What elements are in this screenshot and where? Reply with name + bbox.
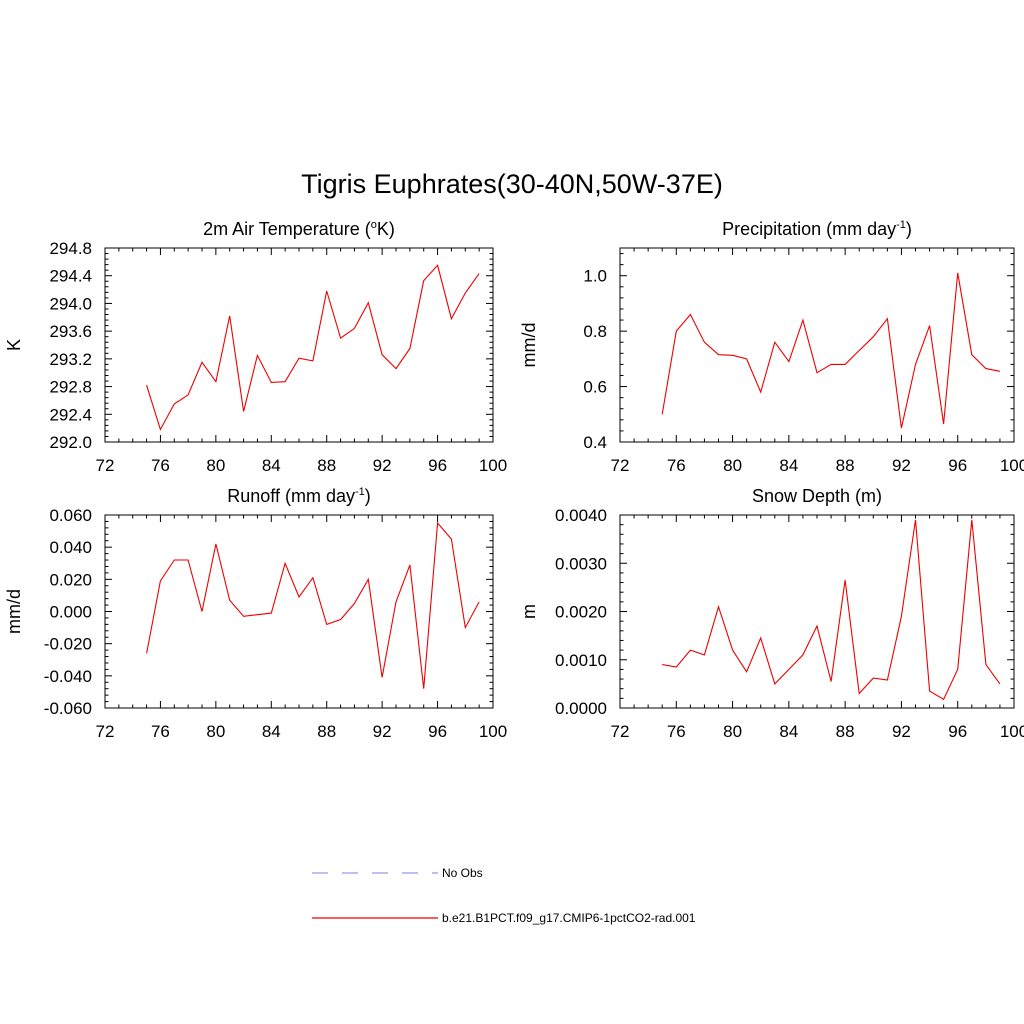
- precipitation-panel: Precipitation (mm day-1) mm/d 72 76 80 84 88 92…: [519, 219, 1024, 475]
- runoff-ytick-label: 0.020: [49, 570, 92, 589]
- temperature-xtick-label: 72: [96, 456, 115, 475]
- snow-depth-title-text: Snow Depth (m): [752, 486, 882, 506]
- runoff-title-text: Runoff (mm day: [227, 486, 355, 506]
- runoff-title-suffix: ): [365, 486, 371, 506]
- temperature-xtick-label: 88: [317, 456, 336, 475]
- runoff-panel: Runoff (mm day-1) mm/d 72 76 80 84 88 92 96 100 -0…: [4, 486, 507, 741]
- precipitation-xtick-label: 88: [836, 456, 855, 475]
- runoff-xtick-label: 84: [262, 722, 281, 741]
- snow-depth-xtick-label: 92: [892, 722, 911, 741]
- snow-depth-plot-frame: [619, 514, 1015, 709]
- runoff-title-sup: -1: [355, 486, 365, 498]
- precipitation-ytick-label: 0.8: [583, 322, 607, 341]
- snow-depth-ytick-label: 0.0030: [555, 554, 607, 573]
- snow-depth-title: Snow Depth (m): [752, 486, 882, 506]
- precipitation-ytick-label: 0.6: [583, 378, 607, 397]
- temperature-xtick-label: 100: [479, 456, 507, 475]
- legend-model-label: b.e21.B1PCT.f09_g17.CMIP6-1pctCO2-rad.00…: [442, 911, 696, 925]
- runoff-ytick-label: 0.000: [49, 603, 92, 622]
- snow-depth-series-line: [662, 519, 1001, 701]
- snow-depth-ytick-label: 0.0000: [555, 699, 607, 718]
- snow-depth-ytick-label: 0.0020: [555, 603, 607, 622]
- temperature-series-line: [146, 264, 480, 431]
- temperature-ylabel: K: [4, 339, 24, 351]
- precipitation-xtick-label: 96: [948, 456, 967, 475]
- runoff-series-line: [146, 521, 480, 689]
- precipitation-plot-frame: [619, 247, 1015, 443]
- runoff-ylabel: mm/d: [4, 589, 24, 634]
- runoff-ytick-label: -0.020: [44, 635, 92, 654]
- runoff-xtick-label: 96: [428, 722, 447, 741]
- snow-depth-ylabel: m: [519, 604, 539, 619]
- snow-depth-xtick-label: 96: [948, 722, 967, 741]
- precipitation-title-sup: -1: [896, 219, 906, 231]
- runoff-xtick-label: 76: [151, 722, 170, 741]
- precipitation-ytick-label: 1.0: [583, 267, 607, 286]
- temperature-title: 2m Air Temperature (oK): [203, 219, 395, 239]
- precipitation-title-suffix: ): [906, 219, 912, 239]
- precipitation-ytick-label: 0.4: [583, 433, 607, 452]
- temperature-xtick-label: 80: [206, 456, 225, 475]
- runoff-xtick-label: 72: [96, 722, 115, 741]
- precipitation-xtick-label: 100: [1000, 456, 1024, 475]
- temperature-ytick-label: 292.0: [49, 433, 92, 452]
- temperature-ytick-label: 294.0: [49, 294, 92, 313]
- snow-depth-xtick-label: 80: [723, 722, 742, 741]
- precipitation-xtick-label: 80: [723, 456, 742, 475]
- figure-title: Tigris Euphrates(30-40N,50W-37E): [301, 169, 723, 199]
- precipitation-xtick-label: 92: [892, 456, 911, 475]
- runoff-xtick-label: 80: [206, 722, 225, 741]
- runoff-ytick-label: -0.060: [44, 699, 92, 718]
- snow-depth-xtick-label: 100: [1000, 722, 1024, 741]
- legend: No Obs b.e21.B1PCT.f09_g17.CMIP6-1pctCO2…: [312, 866, 696, 925]
- temperature-ytick-label: 292.8: [49, 378, 92, 397]
- snow-depth-xtick-label: 72: [611, 722, 630, 741]
- temperature-ytick-label: 294.4: [49, 267, 92, 286]
- runoff-xtick-label: 88: [317, 722, 336, 741]
- runoff-ytick-label: -0.040: [44, 667, 92, 686]
- precipitation-title: Precipitation (mm day-1): [722, 219, 912, 239]
- snow-depth-xtick-label: 76: [667, 722, 686, 741]
- snow-depth-ytick-label: 0.0010: [555, 651, 607, 670]
- temperature-xtick-label: 84: [262, 456, 281, 475]
- temperature-ytick-label: 293.6: [49, 322, 92, 341]
- temperature-title-sup: o: [371, 219, 377, 231]
- temperature-title-text: 2m Air Temperature (: [203, 219, 371, 239]
- snow-depth-ytick-label: 0.0040: [555, 506, 607, 525]
- precipitation-ylabel: mm/d: [519, 323, 539, 368]
- precipitation-title-text: Precipitation (mm day: [722, 219, 896, 239]
- runoff-title: Runoff (mm day-1): [227, 486, 371, 506]
- precipitation-xtick-label: 72: [611, 456, 630, 475]
- snow-depth-xtick-label: 84: [779, 722, 798, 741]
- runoff-plot-frame: [104, 514, 494, 709]
- runoff-ytick-label: 0.060: [49, 506, 92, 525]
- temperature-xtick-label: 92: [373, 456, 392, 475]
- snow-depth-xtick-label: 88: [836, 722, 855, 741]
- temperature-ytick-label: 294.8: [49, 239, 92, 258]
- temperature-xtick-label: 76: [151, 456, 170, 475]
- legend-no-obs-label: No Obs: [442, 866, 483, 880]
- precipitation-xtick-label: 84: [779, 456, 798, 475]
- precipitation-series-line: [661, 272, 1001, 429]
- temperature-ytick-label: 293.2: [49, 350, 92, 369]
- temperature-panel: 2m Air Temperature (oK) K 72 76 80 84 88 92 96 10…: [4, 219, 507, 475]
- runoff-xtick-label: 92: [373, 722, 392, 741]
- temperature-plot-frame: [104, 247, 494, 443]
- precipitation-xtick-label: 76: [667, 456, 686, 475]
- temperature-ytick-label: 292.4: [49, 405, 92, 424]
- runoff-xtick-label: 100: [479, 722, 507, 741]
- temperature-title-suffix: K): [377, 219, 395, 239]
- snow-depth-panel: Snow Depth (m) m 72 76 80 84 88 92 96 100 0.0000 0.…: [519, 486, 1024, 741]
- temperature-xtick-label: 96: [428, 456, 447, 475]
- runoff-ytick-label: 0.040: [49, 538, 92, 557]
